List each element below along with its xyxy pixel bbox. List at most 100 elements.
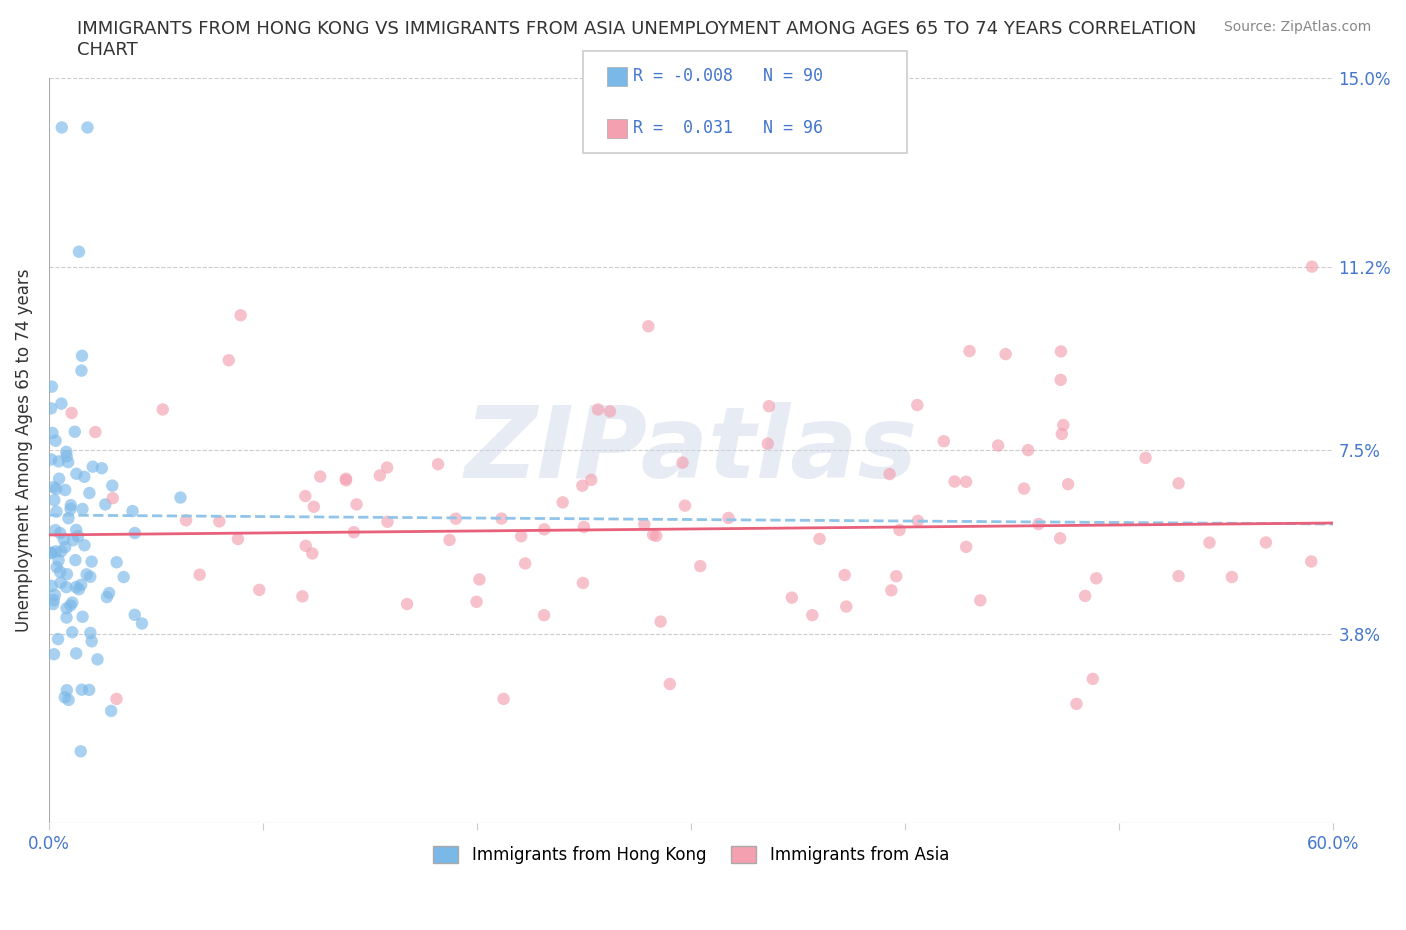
Text: ZIPatlas: ZIPatlas xyxy=(464,402,918,499)
Point xyxy=(41,578,63,593)
Point xyxy=(79,569,101,584)
Point xyxy=(444,512,467,526)
Point xyxy=(60,625,83,640)
Point xyxy=(79,485,101,500)
Point xyxy=(291,589,314,604)
Point xyxy=(346,497,368,512)
Point xyxy=(658,676,681,691)
Point xyxy=(1167,568,1189,583)
Point xyxy=(1167,476,1189,491)
Point xyxy=(808,531,831,546)
Point xyxy=(53,690,76,705)
Point xyxy=(586,402,609,417)
Point xyxy=(294,538,316,553)
Point xyxy=(70,364,93,379)
Point xyxy=(65,579,87,594)
Point xyxy=(1066,697,1088,711)
Point xyxy=(492,692,515,707)
Point xyxy=(905,398,928,413)
Point xyxy=(572,520,595,535)
Point xyxy=(717,511,740,525)
Point xyxy=(60,405,83,420)
Point xyxy=(572,576,595,591)
Point xyxy=(73,538,96,552)
Point xyxy=(51,120,73,135)
Point xyxy=(55,610,77,625)
Point xyxy=(48,552,70,567)
Point xyxy=(427,457,450,472)
Point xyxy=(465,594,488,609)
Point xyxy=(52,532,75,547)
Point xyxy=(44,588,66,603)
Point xyxy=(889,523,911,538)
Point xyxy=(1049,531,1071,546)
Point xyxy=(59,598,82,613)
Point xyxy=(641,527,664,542)
Point xyxy=(884,569,907,584)
Point xyxy=(82,459,104,474)
Point xyxy=(44,523,66,538)
Point xyxy=(41,426,63,441)
Point xyxy=(60,595,83,610)
Point xyxy=(94,497,117,512)
Point xyxy=(375,460,398,475)
Point xyxy=(1135,450,1157,465)
Point xyxy=(45,482,67,497)
Point xyxy=(59,498,82,512)
Point xyxy=(58,693,80,708)
Point xyxy=(66,529,89,544)
Point xyxy=(599,404,621,418)
Point xyxy=(41,379,63,394)
Point xyxy=(571,478,593,493)
Point xyxy=(439,533,461,548)
Point xyxy=(510,529,533,544)
Point xyxy=(84,425,107,440)
Point xyxy=(39,452,62,467)
Point xyxy=(45,504,67,519)
Point xyxy=(49,525,72,540)
Point xyxy=(671,455,693,470)
Point xyxy=(689,559,711,574)
Point xyxy=(174,512,197,527)
Point xyxy=(959,344,981,359)
Point xyxy=(39,546,62,561)
Point xyxy=(72,501,94,516)
Point xyxy=(55,449,77,464)
Point xyxy=(955,474,977,489)
Point xyxy=(1050,344,1073,359)
Point xyxy=(152,402,174,417)
Point xyxy=(879,467,901,482)
Text: IMMIGRANTS FROM HONG KONG VS IMMIGRANTS FROM ASIA UNEMPLOYMENT AMONG AGES 65 TO : IMMIGRANTS FROM HONG KONG VS IMMIGRANTS … xyxy=(77,20,1197,38)
Point xyxy=(335,472,357,487)
Point xyxy=(76,120,98,135)
Point xyxy=(834,567,856,582)
Point xyxy=(1198,536,1220,551)
Point xyxy=(80,554,103,569)
Point xyxy=(468,572,491,587)
Point xyxy=(105,555,128,570)
Point xyxy=(188,567,211,582)
Point xyxy=(1049,372,1071,387)
Point xyxy=(969,593,991,608)
Point xyxy=(112,569,135,584)
Point xyxy=(124,525,146,540)
Point xyxy=(39,545,62,560)
Point xyxy=(801,607,824,622)
Point xyxy=(39,401,62,416)
Point xyxy=(67,245,90,259)
Point xyxy=(70,578,93,592)
Point xyxy=(70,683,93,698)
Point xyxy=(1301,259,1323,274)
Point xyxy=(77,683,100,698)
Point xyxy=(907,513,929,528)
Point xyxy=(42,480,65,495)
Point xyxy=(302,499,325,514)
Point xyxy=(48,454,70,469)
Point xyxy=(58,511,80,525)
Point xyxy=(169,490,191,505)
Point xyxy=(49,576,72,591)
Point xyxy=(1017,443,1039,458)
Point xyxy=(1057,477,1080,492)
Y-axis label: Unemployment Among Ages 65 to 74 years: Unemployment Among Ages 65 to 74 years xyxy=(15,269,32,632)
Point xyxy=(1074,589,1097,604)
